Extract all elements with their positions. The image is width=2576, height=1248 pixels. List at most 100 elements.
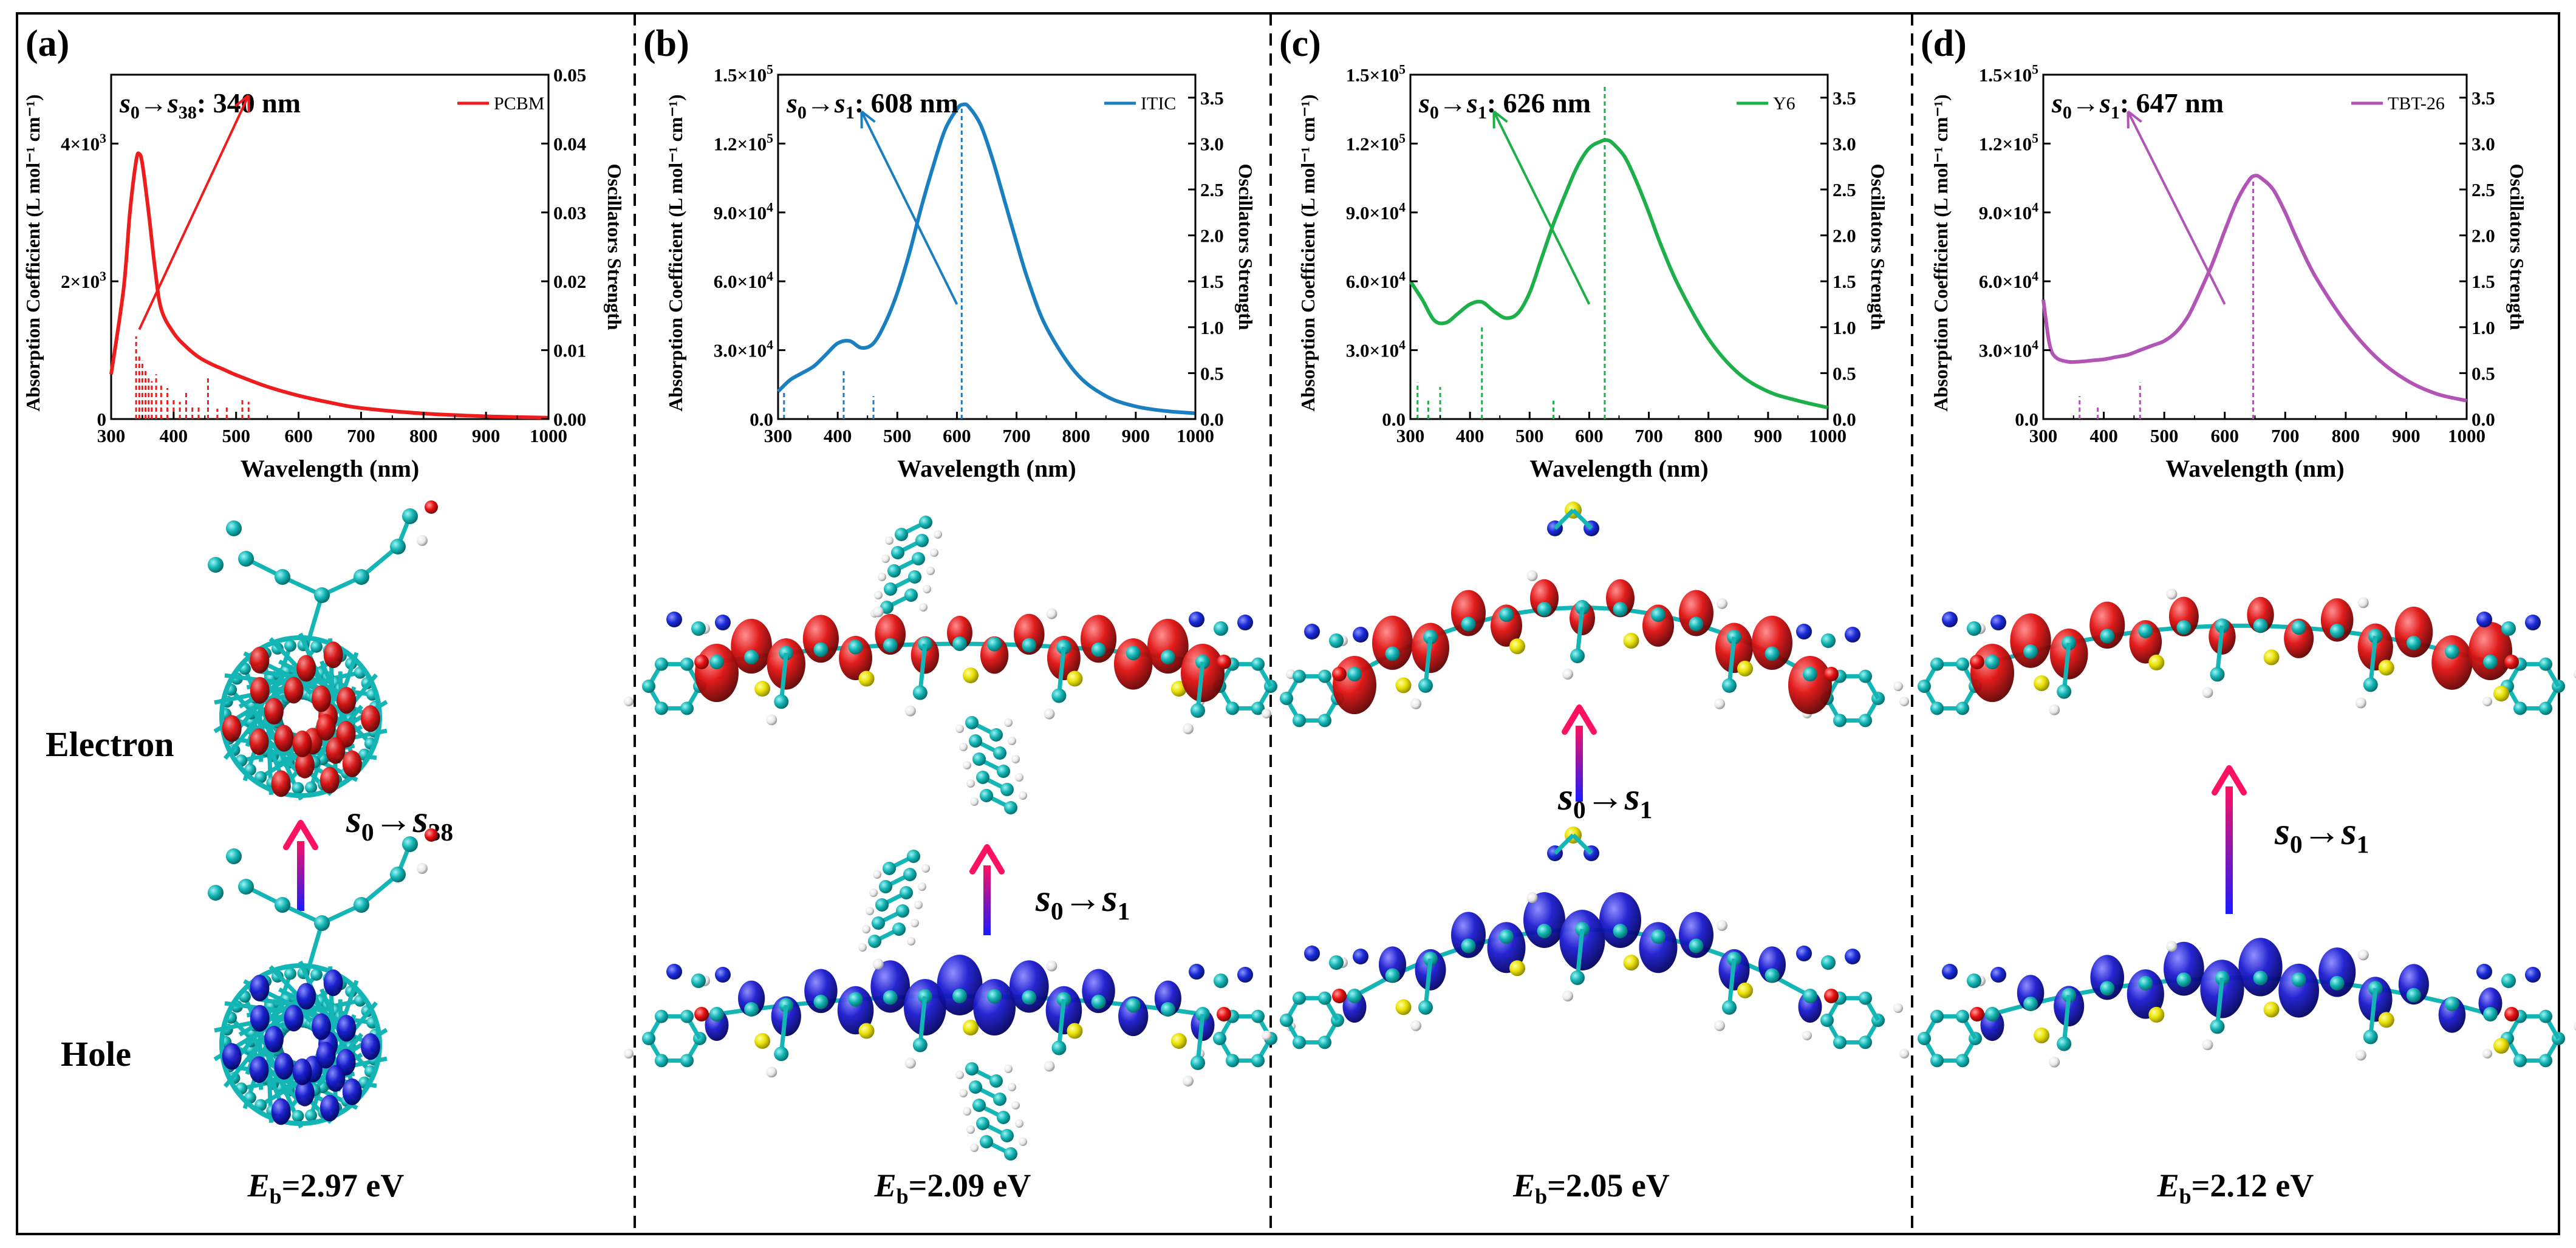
electron-lobe bbox=[271, 770, 291, 797]
atom bbox=[354, 569, 369, 585]
atom bbox=[2493, 1038, 2509, 1054]
atom bbox=[887, 564, 901, 578]
x-tick-label: 800 bbox=[1062, 425, 1090, 446]
atom bbox=[1967, 974, 1981, 988]
bond bbox=[360, 545, 400, 579]
excitation-arrow-d-head bbox=[2212, 765, 2247, 796]
bond bbox=[1423, 958, 1433, 1008]
atom bbox=[1722, 1000, 1737, 1015]
y2-tick-label: 0.0 bbox=[1200, 409, 1224, 430]
atom bbox=[872, 606, 884, 618]
atom bbox=[862, 925, 870, 933]
electron-lobe bbox=[222, 715, 242, 742]
atom bbox=[691, 621, 706, 636]
atom bbox=[1304, 946, 1320, 961]
y-tick-label: 0.0 bbox=[1382, 409, 1406, 430]
atom bbox=[1280, 692, 1293, 705]
atom bbox=[1019, 1137, 1027, 1146]
bond bbox=[1056, 999, 1066, 1048]
atom bbox=[2329, 975, 2345, 991]
excitation-arrow-b-head bbox=[969, 844, 1005, 875]
atom bbox=[1022, 990, 1037, 1005]
atom bbox=[1509, 960, 1525, 977]
y2-tick-label: 0.01 bbox=[553, 340, 586, 361]
atom bbox=[955, 725, 964, 733]
y2-tick-label: 3.0 bbox=[2472, 133, 2495, 154]
hole-lobe bbox=[249, 1056, 269, 1083]
electron-lobe bbox=[2168, 596, 2199, 636]
atom bbox=[1318, 669, 1331, 683]
atom bbox=[1859, 991, 1872, 1005]
atom bbox=[2034, 1027, 2050, 1043]
atom bbox=[914, 901, 923, 909]
atom bbox=[2357, 949, 2369, 961]
y-tick-label: 3.0×104 bbox=[714, 338, 773, 361]
atom bbox=[1802, 1031, 1812, 1040]
atom bbox=[2355, 1049, 2366, 1061]
electron-lobe bbox=[1081, 615, 1117, 663]
electron-lobe bbox=[2010, 613, 2051, 668]
atom bbox=[709, 655, 724, 669]
electron-row-label: Electron bbox=[46, 725, 174, 764]
atom bbox=[284, 967, 296, 980]
bond bbox=[779, 1004, 788, 1054]
atom bbox=[2574, 670, 2576, 678]
electron-lobe bbox=[1752, 615, 1792, 670]
atom bbox=[1160, 650, 1175, 665]
atom bbox=[1011, 1101, 1020, 1110]
atom bbox=[1461, 616, 1476, 632]
atom bbox=[872, 916, 885, 930]
electron-lobe bbox=[1642, 604, 1674, 647]
y2-tick-label: 2.0 bbox=[1833, 225, 1856, 247]
excitation-arrow-d bbox=[2226, 786, 2233, 914]
hole-lobe bbox=[1523, 892, 1565, 949]
atom bbox=[208, 557, 224, 573]
atom bbox=[912, 1037, 928, 1052]
hole-lobe bbox=[295, 1079, 315, 1106]
electron-lobe bbox=[292, 730, 312, 757]
x-axis-label: Wavelength (nm) bbox=[2165, 455, 2344, 482]
x-tick-label: 800 bbox=[409, 425, 438, 446]
atom bbox=[997, 765, 1010, 778]
legend-label: PCBM bbox=[494, 94, 544, 114]
atom bbox=[2263, 649, 2280, 666]
atom bbox=[2253, 618, 2268, 633]
hole-lobe bbox=[222, 1043, 242, 1070]
hole-lobe bbox=[1009, 960, 1049, 1013]
atom bbox=[884, 582, 897, 596]
atom bbox=[1845, 627, 1860, 643]
atom bbox=[1329, 633, 1344, 648]
atom bbox=[417, 863, 428, 874]
atom bbox=[305, 1109, 318, 1122]
y-tick-label: 9.0×104 bbox=[1979, 200, 2038, 223]
atom bbox=[2138, 975, 2153, 991]
x-tick-label: 600 bbox=[2210, 425, 2239, 446]
atom bbox=[1967, 621, 1981, 636]
atom bbox=[1613, 602, 1628, 617]
hole-lobe bbox=[342, 1078, 362, 1105]
atom bbox=[2406, 635, 2421, 650]
bond bbox=[1195, 1014, 1205, 1063]
electron-lobe bbox=[731, 618, 772, 674]
y2-tick-label: 1.5 bbox=[2472, 271, 2495, 292]
atom bbox=[1824, 667, 1839, 681]
x-tick-label: 900 bbox=[1754, 425, 1783, 446]
atom bbox=[208, 885, 224, 901]
atom bbox=[1956, 1054, 1969, 1068]
atom bbox=[1217, 1007, 1231, 1021]
y2-tick-label: 2.0 bbox=[2472, 225, 2495, 247]
atom bbox=[2202, 687, 2213, 698]
x-tick-label: 400 bbox=[1456, 425, 1484, 446]
atom bbox=[1737, 660, 1753, 677]
y2-tick-label: 0.05 bbox=[553, 64, 586, 86]
atom bbox=[2482, 697, 2492, 706]
atom bbox=[1859, 1035, 1872, 1049]
atom bbox=[1015, 1119, 1023, 1128]
hole-lobe bbox=[296, 983, 316, 1010]
atom bbox=[655, 701, 668, 715]
atom bbox=[955, 1071, 964, 1079]
atom bbox=[969, 1080, 982, 1094]
hole-lobe bbox=[2090, 955, 2125, 1000]
x-tick-label: 300 bbox=[1396, 425, 1425, 446]
